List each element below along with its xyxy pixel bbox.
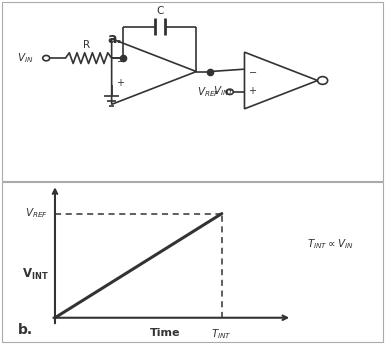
Text: Time: Time [149, 327, 180, 337]
Text: $+$: $+$ [248, 85, 257, 96]
Text: C: C [156, 7, 164, 17]
Text: $T_{INT} \propto V_{IN}$: $T_{INT} \propto V_{IN}$ [307, 238, 354, 251]
Text: $T_{INT}$: $T_{INT}$ [211, 327, 232, 342]
Text: $-$: $-$ [248, 66, 257, 76]
Text: $\mathbf{V_{INT}}$: $\mathbf{V_{INT}}$ [22, 267, 49, 281]
Text: $-$: $-$ [116, 55, 125, 65]
Text: a.: a. [108, 32, 122, 46]
Text: R: R [83, 40, 90, 50]
Text: $V_{REF}$: $V_{REF}$ [25, 207, 49, 221]
Text: $+$: $+$ [116, 77, 125, 88]
Text: $V_{REF}$: $V_{REF}$ [197, 85, 220, 99]
Text: $V_{IN}$: $V_{IN}$ [17, 51, 33, 65]
Text: $V_{INT}$: $V_{INT}$ [213, 84, 234, 98]
Text: b.: b. [18, 323, 33, 337]
